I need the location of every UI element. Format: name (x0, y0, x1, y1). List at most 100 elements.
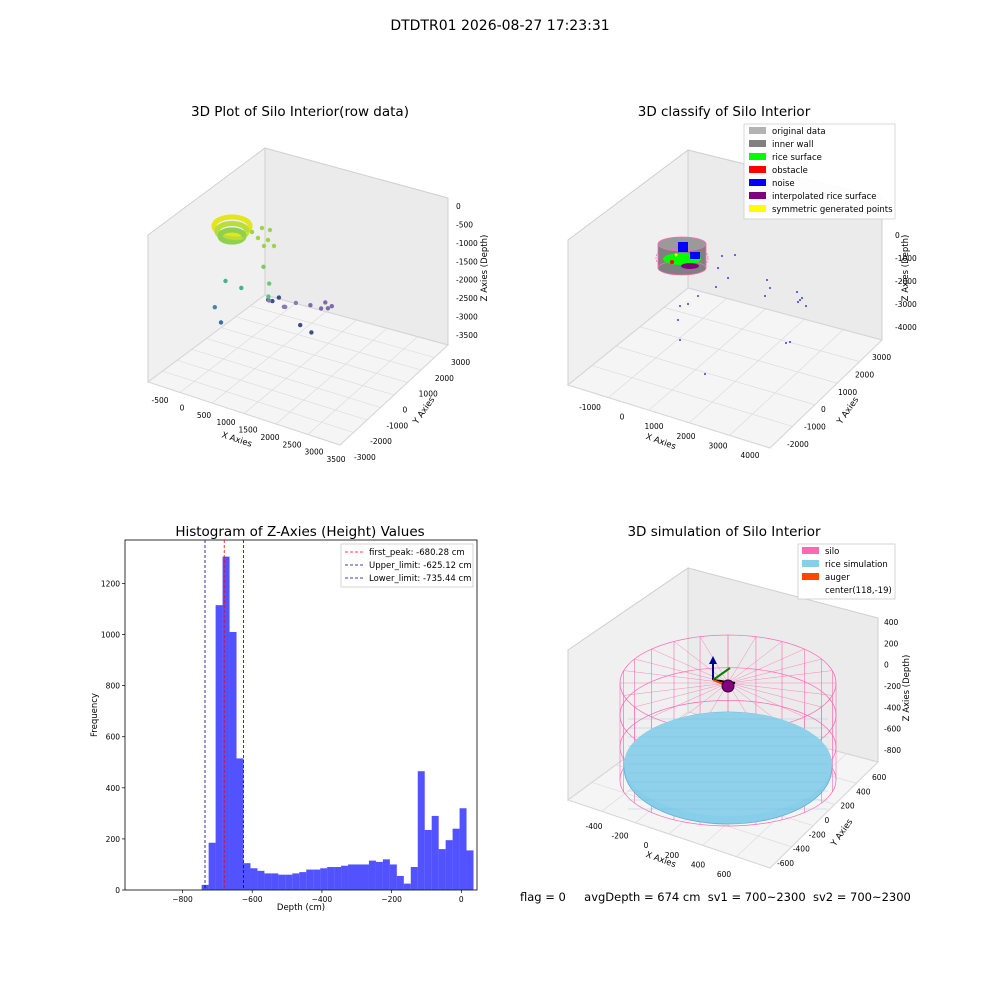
raw-data-3d-axes-box (146, 147, 450, 446)
raw-data-point (212, 305, 217, 310)
noise-point (687, 303, 689, 305)
z-tick-label: 200 (884, 639, 899, 648)
histogram-legend: first_peak: -680.28 cm Upper_limit: -625.… (340, 543, 474, 588)
histogram-bar (285, 874, 293, 890)
y-tick-label: -400 (793, 845, 810, 854)
histogram-bar (215, 605, 223, 890)
legend-label-2: Lower_limit: -735.44 cm (369, 574, 471, 584)
noise-point (727, 277, 729, 279)
legend-label-3: obstacle (772, 166, 808, 176)
legend-label-4: noise (772, 179, 795, 189)
y-tick-label: 800 (106, 682, 121, 691)
x-tick-label: 0 (620, 413, 625, 422)
y-tick-label: 600 (106, 733, 121, 742)
y-tick-label: -1000 (804, 423, 826, 432)
legend-swatch-2 (802, 573, 819, 580)
raw-data-point (329, 304, 334, 309)
y-tick-label: 400 (106, 784, 121, 793)
simulated-rice-surface (623, 711, 833, 825)
histogram-bar (431, 815, 439, 890)
legend-swatch-0 (749, 127, 766, 134)
histogram-bar (292, 873, 300, 890)
raw-data-point (261, 264, 266, 269)
legend-label-1: inner wall (772, 140, 813, 150)
noise-point (679, 339, 681, 341)
histogram-bar (243, 863, 251, 890)
histogram-bar (313, 869, 321, 890)
x-tick-label: 4000 (740, 451, 759, 460)
raw-data-point (276, 295, 282, 300)
histogram-plot: −800 −600 −400 −200 0 0 200 400 600 800 1000 1200 D… (90, 539, 478, 913)
raw-data-point (266, 294, 271, 299)
noise-point (721, 255, 723, 257)
silo-spoke (727, 658, 822, 684)
figure-suptitle: DTDTR01 2026-08-27 17:23:31 (390, 18, 610, 34)
z-tick-label: -600 (884, 725, 901, 734)
z-tick-label: -2000 (456, 276, 478, 285)
noise-point (797, 301, 799, 303)
noise-point (704, 373, 706, 375)
histogram-legend-frame (340, 543, 474, 588)
raw-data-point (318, 306, 324, 311)
classify-ylabel: Y Axies (835, 395, 862, 427)
classify-zlabel: Z Axies (Depth) (901, 235, 911, 302)
x-tick-label: 1000 (216, 418, 235, 427)
x-tick-label: 3000 (304, 448, 323, 457)
x-tick-label: 3000 (708, 441, 727, 450)
silo-spoke (727, 636, 757, 684)
y-tick-label: 0 (403, 406, 408, 415)
silo-spoke (623, 682, 729, 696)
legend-swatch-2 (749, 153, 766, 160)
y-tick-label: 0 (821, 405, 826, 414)
z-tick-label: -2500 (456, 294, 478, 303)
x-tick-label: 1000 (644, 422, 663, 431)
histogram-bar (264, 873, 272, 890)
x-tick-label: 400 (691, 860, 706, 869)
histogram-bar (355, 864, 362, 890)
noise-point (715, 286, 717, 288)
histogram-bar (438, 849, 446, 890)
silo-spoke (634, 682, 729, 708)
raw-data-point (218, 320, 224, 325)
classify-legend: original data inner wall rice surface obsta… (743, 123, 896, 220)
raw-data-zlabel: Z Axies (Depth) (480, 235, 490, 302)
legend-label-1: rice simulation (825, 560, 888, 570)
raw-data-ring-cluster (211, 214, 277, 249)
histogram-bar (417, 771, 425, 890)
histogram-ticks: −800 −600 −400 −200 0 0 200 400 600 800 1000 1200 (101, 579, 464, 904)
raw-data-point (267, 281, 272, 286)
histogram-bars (201, 556, 474, 890)
x-tick-label: 2000 (676, 432, 695, 441)
noise-point (734, 254, 736, 256)
histogram-bar (320, 868, 328, 890)
noise-point (796, 291, 798, 293)
x-tick-label: -500 (151, 396, 168, 405)
legend-swatch-1 (749, 140, 766, 147)
raw-data-point (283, 304, 288, 310)
raw-data-point (325, 306, 331, 311)
histogram-bar (278, 874, 286, 890)
classify-noise-points (677, 254, 807, 375)
simulation-3d-plot: -400-2000200400600-600-400-2000200400600… (566, 543, 912, 879)
x-tick-label: 0 (180, 403, 185, 412)
y-tick-label: 2000 (855, 370, 874, 379)
y-tick-label: 200 (106, 835, 121, 844)
silo-spoke (727, 670, 833, 684)
y-tick-label: 1200 (101, 579, 120, 588)
silo-spoke (727, 682, 833, 696)
legend-label-0: silo (825, 547, 839, 557)
silo-spoke (727, 682, 822, 708)
x-tick-label: -200 (611, 832, 628, 841)
raw-data-point (270, 298, 275, 304)
y-tick-label: -1000 (386, 421, 408, 430)
y-tick-label: 2000 (435, 374, 454, 383)
z-tick-label: -200 (884, 682, 901, 691)
x-tick-label: −200 (381, 895, 402, 904)
legend-swatch-6 (749, 205, 766, 212)
histogram-bar (208, 842, 216, 890)
histogram-bar (410, 867, 418, 890)
z-tick-label: -1000 (895, 254, 917, 263)
raw-data-points (211, 214, 334, 335)
histogram-bar (445, 840, 453, 890)
